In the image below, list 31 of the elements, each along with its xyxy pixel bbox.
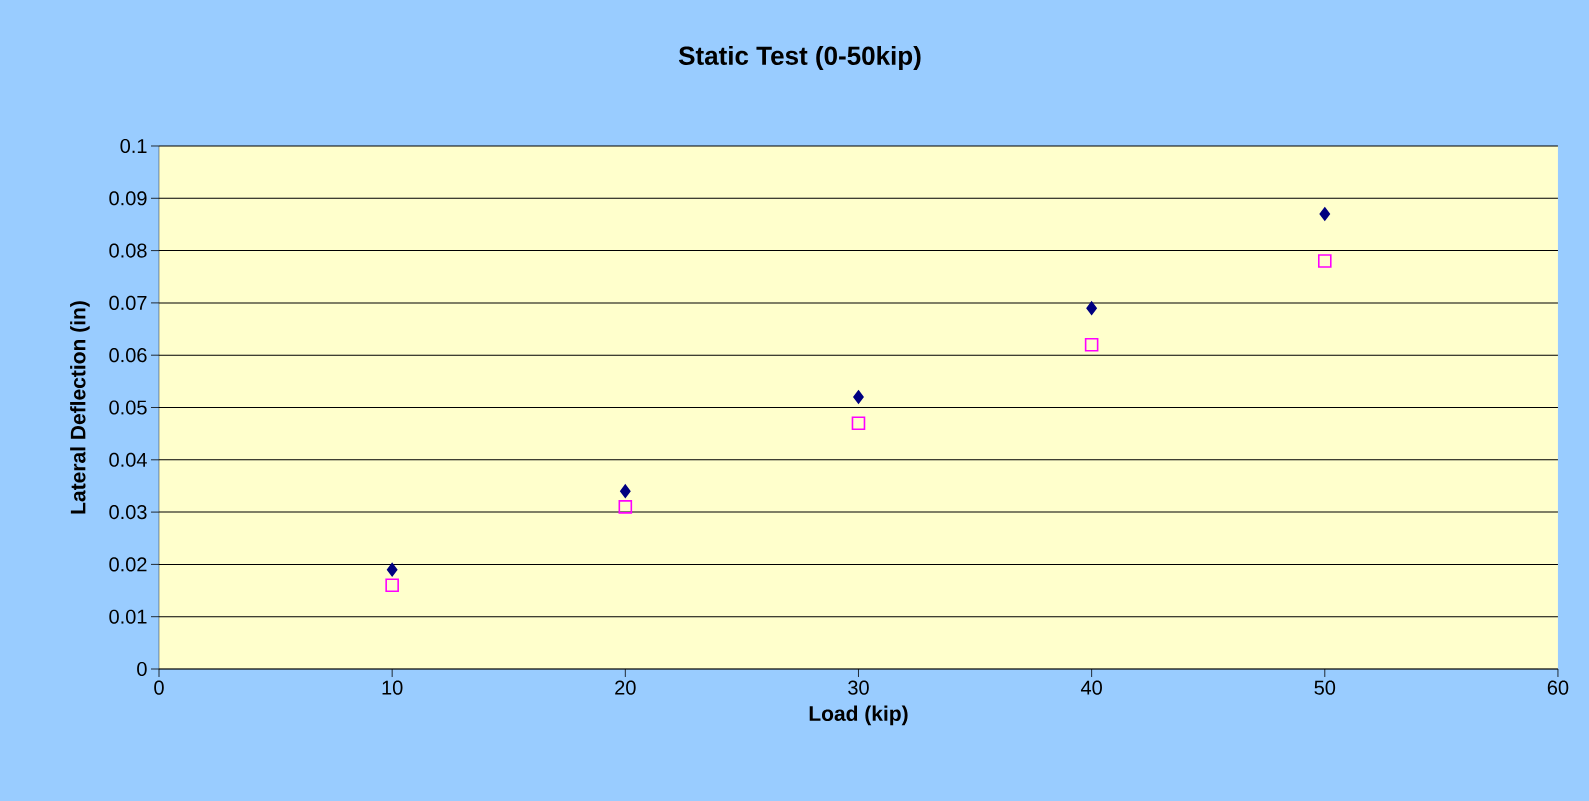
y-tick-label: 0.02 [109,557,147,572]
x-tick-label: 50 [1314,680,1336,695]
x-tick-label: 10 [382,680,403,695]
y-tick-label: 0.05 [109,400,147,415]
point [853,390,864,404]
y-tick-label: 0.01 [109,609,147,624]
point [386,562,398,577]
y-tick-label: 0.04 [109,452,147,467]
y-tick-label: 0.03 [109,505,147,520]
y-tick-label: 0.08 [109,243,147,258]
point [851,416,866,430]
x-tick-label: 40 [1080,680,1102,695]
x-axis-title: Load (kip) [809,705,908,726]
y-tick-label: 0.07 [109,295,147,310]
point [1317,254,1332,268]
point [1319,207,1331,221]
point [620,484,631,498]
y-tick-label: 0.06 [109,348,147,363]
y-axis-title: Lateral Deflection (in) [70,301,90,514]
point [385,578,399,593]
point [1086,301,1097,315]
x-tick-label: 60 [1547,680,1569,695]
chart-title: Static Test (0-50kip) [678,45,921,71]
y-tick-label: 0.1 [120,138,147,154]
point [1084,337,1099,352]
y-tick-label: 0 [137,661,147,677]
x-tick-label: 0 [154,680,164,695]
point [618,500,633,514]
x-tick-label: 30 [848,680,869,695]
y-tick-label: 0.09 [109,191,147,206]
x-tick-label: 20 [615,680,636,695]
